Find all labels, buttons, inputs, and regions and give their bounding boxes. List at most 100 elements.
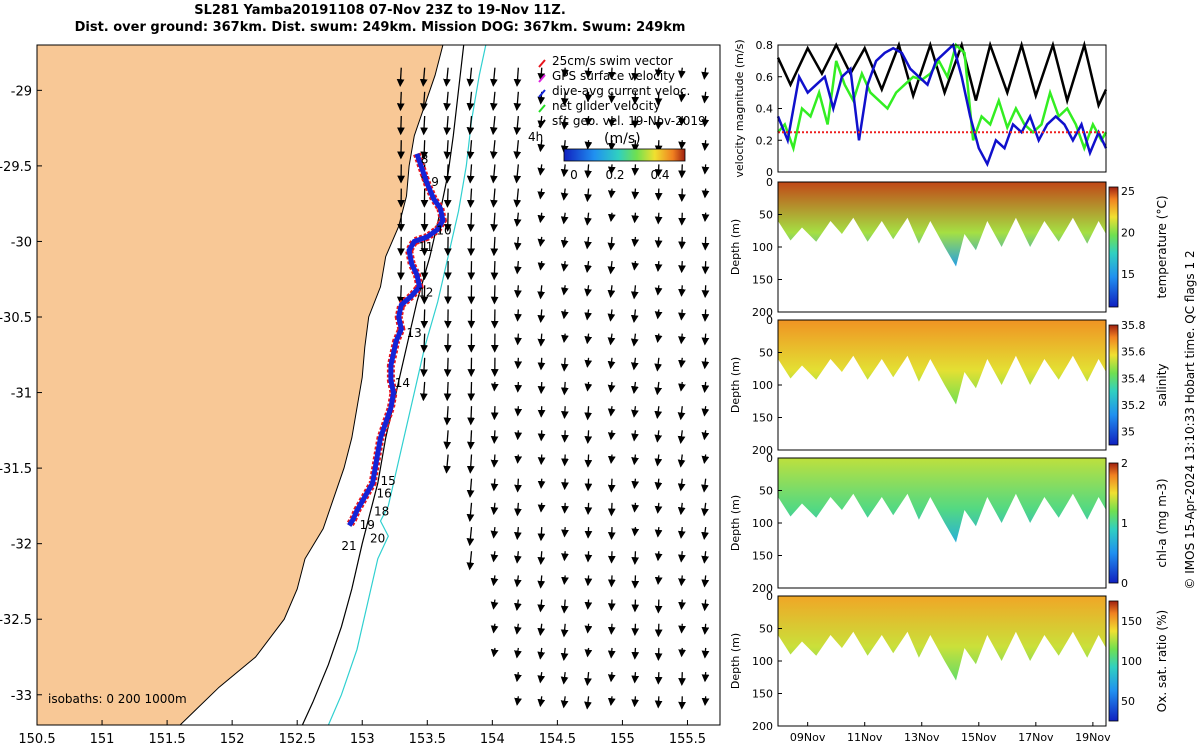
map-x-tick-label: 152 — [220, 732, 245, 747]
geo-vel-arrow — [584, 623, 593, 634]
geo-vel-arrow — [490, 526, 499, 539]
geo-vel-arrow — [513, 140, 522, 160]
geo-vel-arrow — [654, 478, 663, 491]
geo-vel-arrow — [701, 91, 710, 104]
geo-vel-arrow — [466, 91, 475, 111]
geo-vel-arrow — [466, 67, 475, 87]
geo-vel-arrow — [561, 454, 569, 467]
isobath-1000m — [327, 45, 487, 725]
geo-vel-arrow — [561, 67, 569, 78]
geo-vel-arrow — [678, 575, 686, 587]
geo-vel-arrow — [678, 381, 686, 392]
section-y-tick-label: 0 — [766, 452, 773, 465]
geo-vel-arrow — [678, 67, 686, 79]
geo-vel-arrow — [560, 188, 569, 201]
geo-vel-arrow — [631, 188, 640, 200]
geo-vel-arrow — [701, 357, 710, 370]
geo-vel-arrow — [560, 672, 569, 685]
geo-vel-arrow — [607, 212, 616, 223]
colorbar-tick-label: 0 — [1121, 577, 1128, 590]
geo-vel-arrow — [677, 454, 686, 468]
geo-vel-arrow — [584, 406, 593, 421]
geo-vel-arrow — [514, 454, 523, 464]
section-y-tick-label: 0 — [766, 176, 773, 189]
geo-vel-arrow — [537, 357, 546, 371]
colorbar-label: salinity — [1155, 363, 1169, 406]
geo-vel-arrow — [654, 696, 663, 709]
geo-vel-arrow — [607, 357, 616, 370]
legend-icon — [538, 104, 546, 113]
map-land — [37, 45, 444, 725]
geo-vel-arrow — [561, 309, 569, 320]
day-label: 8 — [421, 152, 429, 166]
geo-vel-arrow — [678, 115, 686, 127]
geo-vel-arrow — [514, 430, 523, 441]
geo-vel-arrow — [631, 67, 640, 82]
geo-vel-arrow — [561, 333, 569, 343]
geo-vel-arrow — [490, 236, 499, 257]
geo-vel-arrow — [630, 309, 639, 324]
legend-entry: sfc geo. vel. 19-Nov-2019 — [552, 114, 706, 128]
geo-vel-arrow — [701, 115, 710, 128]
geo-vel-arrow — [537, 381, 546, 395]
geo-vel-arrow — [677, 502, 686, 516]
day-label: 11 — [418, 240, 433, 254]
geo-vel-arrow — [537, 333, 546, 347]
geo-vel-arrow — [490, 188, 498, 208]
geo-vel-arrow — [443, 357, 452, 378]
section-y-tick-label: 50 — [759, 347, 773, 360]
geo-vel-arrow — [514, 357, 523, 370]
section-chlorophyll: 0 50 100 150 200 Depth (m) 0 1 2 chl-a (mg m-3) — [729, 452, 1169, 595]
colorbar-tick-label: 1 — [1121, 517, 1128, 530]
section-x-tick-label: 19Nov — [1075, 731, 1111, 744]
geo-vel-arrow — [537, 672, 546, 684]
geo-vel-arrow — [607, 696, 616, 706]
geo-vel-arrow — [420, 333, 429, 353]
geo-vel-arrow — [607, 527, 616, 541]
geo-vel-arrow — [654, 406, 663, 420]
geo-vel-arrow — [584, 551, 593, 563]
section-colorbar — [1108, 462, 1119, 584]
section-y-tick-label: 150 — [752, 688, 773, 701]
geo-vel-arrow — [560, 357, 569, 372]
geo-vel-arrow — [467, 406, 475, 426]
geo-vel-arrow — [397, 116, 405, 136]
geo-vel-arrow — [537, 212, 546, 224]
geo-vel-arrow — [607, 575, 616, 588]
geo-vel-arrow — [584, 478, 593, 492]
geo-vel-arrow — [466, 478, 475, 498]
geo-vel-arrow — [607, 261, 616, 275]
geo-vel-arrow — [537, 164, 546, 176]
geo-vel-arrow — [654, 67, 663, 78]
map-y-tick-label: -31.5 — [0, 462, 32, 477]
geo-vel-arrow — [584, 188, 592, 203]
geo-vel-arrow — [514, 623, 522, 635]
geo-vel-arrow — [513, 188, 522, 208]
geo-vel-arrow — [678, 236, 686, 250]
day-label: 14 — [395, 376, 410, 390]
geo-vel-arrow — [490, 647, 499, 658]
geo-vel-arrow — [654, 261, 663, 272]
section-y-tick-label: 100 — [752, 517, 773, 530]
map-y-tick-label: -32 — [11, 538, 32, 553]
geo-vel-arrow — [560, 381, 569, 396]
colorbar-tick-label: 20 — [1121, 227, 1135, 240]
legend-icon — [538, 89, 546, 98]
map-colorbar-tick: 0.2 — [605, 168, 624, 182]
geo-vel-arrow — [677, 526, 686, 539]
geo-vel-arrow — [654, 212, 663, 225]
section-y-tick-label: 100 — [752, 379, 773, 392]
geo-vel-arrow — [631, 454, 639, 466]
geo-vel-arrow — [701, 67, 710, 80]
geo-vel-arrow — [584, 333, 593, 345]
geo-vel-arrow — [701, 333, 710, 346]
geo-vel-arrow — [490, 406, 499, 421]
geo-vel-arrow — [654, 599, 663, 614]
colorbar-tick-label: 35 — [1121, 426, 1135, 439]
geo-vel-arrow — [678, 164, 686, 179]
geo-vel-arrow — [607, 309, 616, 322]
geo-vel-arrow — [490, 502, 499, 516]
geo-vel-arrow — [489, 91, 498, 111]
geo-vel-arrow — [443, 91, 451, 112]
section-x-tick-label: 13Nov — [904, 731, 940, 744]
